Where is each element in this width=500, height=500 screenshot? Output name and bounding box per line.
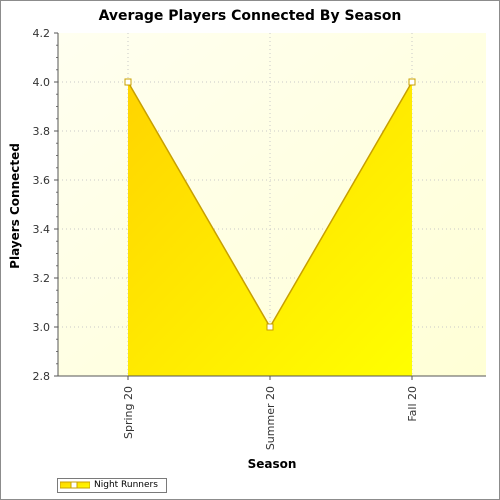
series-area [128,82,412,376]
legend-label: Night Runners [94,480,158,490]
y-tick-label: 3.2 [33,272,51,285]
y-tick-label: 2.8 [33,370,51,383]
y-tick-label: 3.4 [33,223,51,236]
y-tick-label: 3.0 [33,321,51,334]
y-tick-label: 3.8 [33,125,51,138]
y-axis-title: Players Connected [8,143,22,269]
x-tick-label: Spring 20 [122,386,135,439]
data-point-marker [408,78,416,86]
legend-swatch [60,481,90,489]
x-tick-label: Fall 20 [406,386,419,422]
x-axis-title: Season [247,457,297,471]
series-layer [124,78,416,376]
data-point-marker [266,323,274,331]
axis-layer: 2.8 3.0 3.2 3.4 3.6 3.8 4.0 4.2 Spring 20 Summer … [33,27,486,450]
y-tick-label: 3.6 [33,174,51,187]
chart-title: Average Players Connected By Season [98,8,402,24]
legend: Night Runners [57,478,167,493]
y-tick-label: 4.0 [33,76,51,89]
data-point-marker [124,78,132,86]
x-tick-label: Summer 20 [264,386,277,450]
y-tick-label: 4.2 [33,27,51,40]
